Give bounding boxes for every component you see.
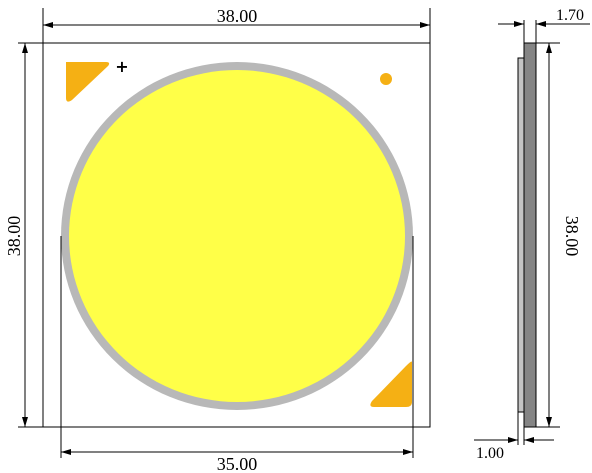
cathode-pad (370, 361, 412, 407)
anode-pad (66, 62, 110, 102)
left-height-dimension: 38.00 (4, 42, 43, 428)
top-width-label: 38.00 (217, 6, 258, 26)
top-width-dimension: 38.00 (42, 6, 431, 43)
alignment-dot (380, 73, 392, 85)
left-height-label: 38.00 (4, 216, 24, 257)
side-top-label: 1.70 (556, 7, 584, 24)
polarity-mark: + (115, 57, 128, 76)
bottom-width-dimension: 35.00 (60, 236, 414, 473)
side-view: 1.70 38.00 1.00 (474, 7, 590, 462)
side-bottom-label: 1.00 (476, 445, 504, 462)
side-top-dimension: 1.70 (498, 7, 590, 43)
side-height-label: 38.00 (562, 216, 582, 257)
bottom-width-label: 35.00 (217, 454, 258, 473)
side-height-dimension: 38.00 (536, 42, 582, 428)
front-view: + 38.00 38.00 35.00 (4, 6, 431, 473)
side-body-layer (523, 42, 537, 428)
side-bottom-dimension: 1.00 (474, 412, 554, 462)
light-emitting-surface (69, 70, 405, 402)
side-substrate-layer (517, 57, 525, 413)
